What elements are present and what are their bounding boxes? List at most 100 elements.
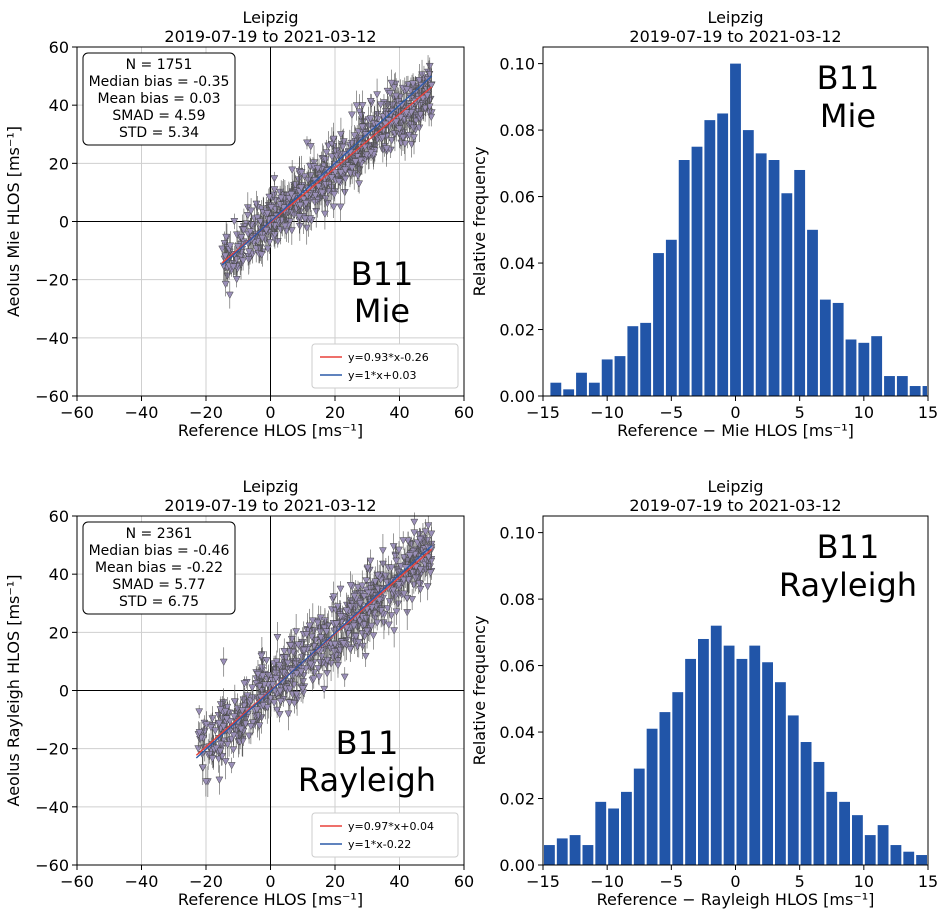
data-point <box>335 178 343 186</box>
data-point <box>221 708 230 716</box>
x-tick-label: −20 <box>189 403 223 422</box>
bar <box>826 791 838 865</box>
x-tick-label: −20 <box>189 872 223 891</box>
data-point <box>311 192 320 200</box>
y-tick-label: −60 <box>35 856 69 875</box>
y-tick-label: −20 <box>35 740 69 759</box>
bar <box>736 658 748 865</box>
data-point <box>378 134 387 142</box>
data-point <box>238 707 247 715</box>
data-point <box>215 719 224 728</box>
bar <box>556 838 568 865</box>
bar <box>672 692 684 865</box>
data-point <box>395 125 404 133</box>
data-point <box>332 620 341 628</box>
data-point <box>208 755 217 763</box>
stats-line: Mean bias = 0.03 <box>97 91 220 107</box>
data-point <box>239 226 248 234</box>
x-tick-label: 0 <box>730 403 740 422</box>
bar <box>582 845 594 865</box>
stats-box <box>82 52 236 146</box>
data-point <box>339 640 348 648</box>
data-point <box>390 627 399 635</box>
data-point <box>392 608 401 616</box>
data-point <box>358 630 367 638</box>
data-point <box>198 764 207 772</box>
bar <box>588 382 600 396</box>
data-point <box>290 700 299 708</box>
data-point <box>218 245 227 253</box>
x-tick-label: 15 <box>918 403 938 422</box>
data-point <box>297 184 306 192</box>
data-point <box>327 174 336 182</box>
data-point <box>276 687 285 696</box>
data-point <box>287 636 296 644</box>
y-tick-label: −60 <box>35 387 69 406</box>
x-tick-label: 20 <box>325 403 345 422</box>
data-point <box>366 97 375 106</box>
panel-annotation: Mie <box>820 97 876 135</box>
bar <box>916 855 927 865</box>
data-point <box>357 112 366 120</box>
data-point <box>243 212 252 220</box>
bar <box>646 728 658 865</box>
stats-line: N = 1751 <box>126 57 193 73</box>
data-point <box>411 574 420 583</box>
x-tick-label: −40 <box>125 872 159 891</box>
data-point <box>404 537 412 545</box>
data-point <box>320 685 329 694</box>
data-point <box>330 648 339 656</box>
panel-annotation: B11 <box>336 724 399 762</box>
data-point <box>314 183 323 191</box>
stats-line: Median bias = -0.35 <box>89 74 230 90</box>
x-axis-label: Reference HLOS [ms⁻¹] <box>178 890 363 909</box>
data-point <box>270 186 279 194</box>
bar <box>710 625 722 865</box>
data-point <box>427 530 436 538</box>
bar <box>845 339 857 396</box>
data-point <box>363 627 371 636</box>
data-point <box>416 585 425 594</box>
data-point <box>283 659 292 668</box>
data-point <box>309 675 318 683</box>
x-axis-label: Reference − Mie HLOS [ms⁻¹] <box>617 421 854 440</box>
data-point <box>239 696 248 704</box>
data-point <box>376 101 385 109</box>
data-point <box>415 124 424 132</box>
data-point <box>273 634 282 642</box>
data-point <box>219 723 228 731</box>
bar <box>576 372 587 396</box>
data-point <box>299 195 308 204</box>
y-axis-label: Aeolus Rayleigh HLOS [ms⁻¹] <box>4 575 23 807</box>
data-point <box>313 619 322 627</box>
data-point <box>262 226 271 235</box>
x-tick-label: −5 <box>660 403 684 422</box>
data-point <box>378 547 387 555</box>
data-point <box>308 617 317 625</box>
data-point <box>399 537 408 545</box>
data-point <box>297 668 306 676</box>
data-point <box>271 687 280 695</box>
legend-box <box>311 343 459 389</box>
x-tick-label: 0 <box>730 872 740 891</box>
y-tick-label: 0.00 <box>499 856 535 875</box>
y-tick-label: 0.06 <box>499 657 535 676</box>
bar <box>704 120 716 396</box>
bar <box>633 768 645 865</box>
x-tick-label: 0 <box>265 872 275 891</box>
bar <box>787 715 799 865</box>
bar <box>858 342 870 396</box>
x-axis-label: Reference − Rayleigh HLOS [ms⁻¹] <box>597 890 875 909</box>
data-point <box>310 669 319 677</box>
data-point <box>391 552 400 561</box>
data-point <box>401 140 409 148</box>
legend-label: y=0.97*x+0.04 <box>348 820 434 833</box>
x-axis-label: Reference HLOS [ms⁻¹] <box>178 421 363 440</box>
data-point <box>403 594 412 603</box>
data-point <box>336 169 345 177</box>
chart-subtitle: 2019-07-19 to 2021-03-12 <box>629 496 841 515</box>
data-point <box>352 102 361 110</box>
data-point <box>303 139 311 147</box>
data-point <box>402 86 411 94</box>
